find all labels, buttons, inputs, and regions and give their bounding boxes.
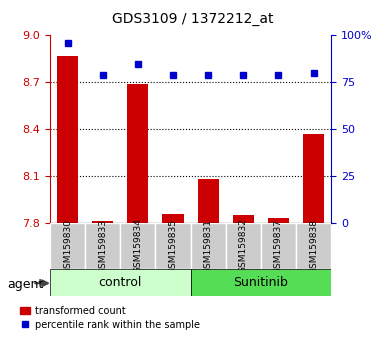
Text: control: control [99,276,142,289]
Bar [127,84,148,223]
Bar [191,223,226,269]
Bar [92,222,113,223]
Text: GSM159838: GSM159838 [309,218,318,274]
Bar [85,223,120,269]
Bar [198,179,219,223]
Bar [121,223,156,269]
Bar [162,213,184,223]
Text: GSM159830: GSM159830 [63,218,72,274]
Text: GSM159835: GSM159835 [169,218,177,274]
Bar [261,223,296,269]
Text: agent: agent [8,279,44,291]
Text: GSM159832: GSM159832 [239,218,248,274]
Text: Sunitinib: Sunitinib [233,276,288,289]
Text: GSM159837: GSM159837 [274,218,283,274]
Bar [191,269,331,296]
Bar [268,218,289,223]
Text: GSM159831: GSM159831 [204,218,213,274]
Legend: transformed count, percentile rank within the sample: transformed count, percentile rank withi… [20,306,200,330]
Text: GSM159834: GSM159834 [133,218,142,274]
Bar [296,223,331,269]
Bar [226,223,261,269]
Bar [303,134,324,223]
Bar [156,223,191,269]
Text: GDS3109 / 1372212_at: GDS3109 / 1372212_at [112,12,273,27]
Bar [50,269,191,296]
Bar [57,56,78,223]
Text: GSM159833: GSM159833 [98,218,107,274]
Bar [233,215,254,223]
Bar [50,223,85,269]
